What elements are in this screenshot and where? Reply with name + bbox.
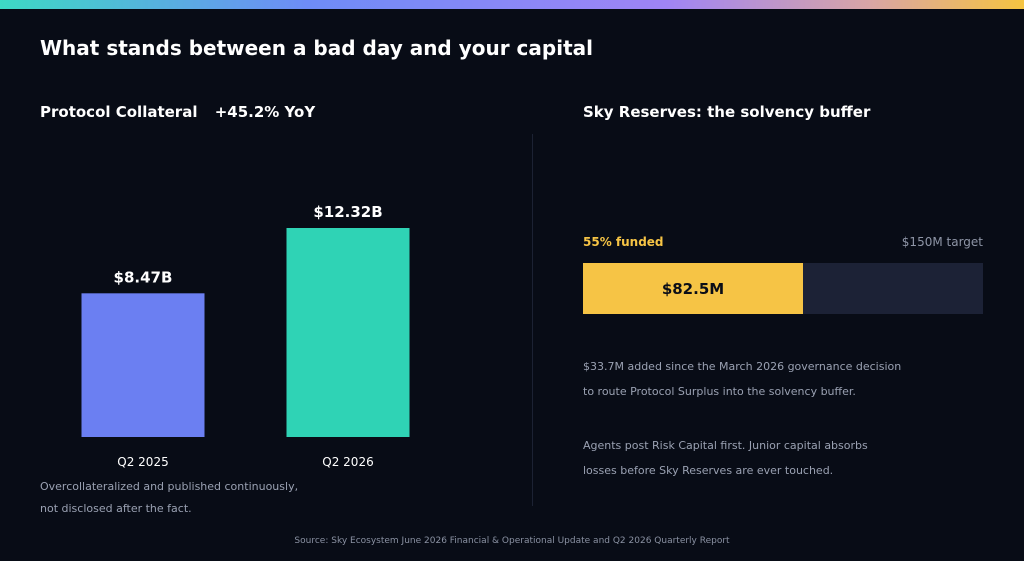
collateral-note: Overcollateralized and published continu… (40, 476, 340, 520)
reserves-note-1-line-1: $33.7M added since the March 2026 govern… (583, 360, 902, 373)
bar-q2-2026 (286, 228, 410, 437)
reserves-progress-fill: $82.5M (583, 263, 803, 314)
reserves-note-2: Agents post Risk Capital first. Junior c… (583, 433, 943, 483)
reserves-progress-track: $82.5M (583, 263, 983, 314)
category-label: Q2 2025 (117, 455, 168, 469)
reserves-amount: $82.5M (661, 279, 725, 298)
collateral-bar-chart: $8.47B Q2 2025 $12.32B Q2 2026 (81, 203, 410, 469)
target-label: $150M target (901, 235, 983, 249)
bar-value-label: $12.32B (313, 203, 382, 221)
reserves-note-2-line-1: Agents post Risk Capital first. Junior c… (583, 439, 868, 452)
reserves-note-1-line-2: to route Protocol Surplus into the solve… (583, 385, 856, 398)
reserves-note-1: $33.7M added since the March 2026 govern… (583, 354, 943, 404)
accent-gradient-bar (0, 0, 1024, 9)
collateral-note-line-1: Overcollateralized and published continu… (40, 480, 299, 493)
bar-value-label: $8.47B (114, 268, 173, 286)
page-title: What stands between a bad day and your c… (40, 36, 593, 60)
collateral-heading: Protocol Collateral +45.2% YoY (40, 103, 315, 121)
source-footnote: Source: Sky Ecosystem June 2026 Financia… (294, 536, 730, 546)
category-label: Q2 2026 (322, 455, 373, 469)
collateral-note-line-2: not disclosed after the fact. (40, 502, 192, 515)
yoy-growth: +45.2% YoY (214, 103, 316, 121)
reserves-note-2-line-2: losses before Sky Reserves are ever touc… (583, 464, 834, 477)
collateral-heading-label: Protocol Collateral (40, 103, 198, 121)
section-divider (532, 134, 533, 506)
reserves-heading: Sky Reserves: the solvency buffer (583, 103, 871, 121)
funded-percent-label: 55% funded (583, 235, 664, 249)
bar-q2-2025 (81, 293, 205, 437)
